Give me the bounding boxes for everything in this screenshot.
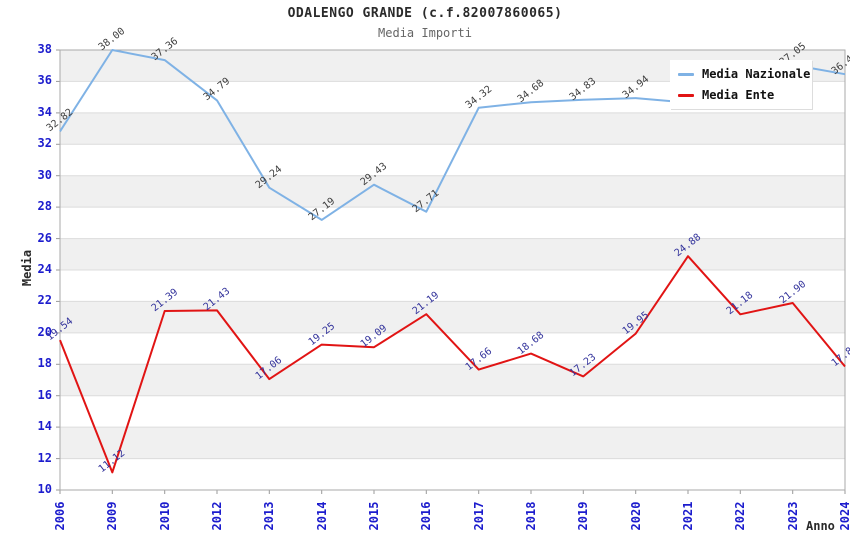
y-tick-label: 24 — [37, 262, 52, 276]
y-tick-label: 12 — [37, 450, 52, 465]
legend-label: Media Nazionale — [702, 67, 811, 81]
plot-band — [60, 301, 845, 333]
x-tick-label: 2006 — [53, 501, 67, 531]
plot-band — [60, 238, 845, 270]
y-tick-label: 34 — [37, 104, 52, 119]
x-tick-label: 2020 — [628, 501, 643, 531]
y-tick-label: 36 — [37, 73, 52, 88]
blue-line-swatch-icon — [678, 72, 694, 76]
legend-item-media-nazionale: Media Nazionale — [678, 67, 810, 81]
series-line-1 — [59, 255, 846, 474]
y-tick-label: 10 — [37, 482, 52, 496]
y-tick-label: 14 — [37, 419, 52, 434]
x-tick-label: 2015 — [367, 501, 381, 531]
x-tick-label: 2013 — [262, 501, 277, 531]
y-tick-label: 26 — [37, 230, 52, 245]
x-tick-label: 2009 — [105, 501, 120, 531]
legend: Media Nazionale Media Ente — [670, 60, 812, 109]
x-axis-title: Anno — [806, 519, 835, 533]
y-tick-label: 18 — [37, 356, 52, 371]
x-tick-label: 2017 — [471, 501, 486, 531]
y-tick-label: 32 — [37, 136, 52, 151]
x-tick-label: 2010 — [157, 501, 172, 531]
x-tick-label: 2022 — [733, 501, 748, 531]
red-line-swatch-icon — [678, 93, 694, 97]
x-tick-label: 2018 — [524, 501, 538, 531]
plot-band — [60, 364, 845, 396]
y-tick-label: 22 — [37, 293, 52, 308]
y-tick-label: 20 — [37, 324, 52, 339]
legend-label: Media Ente — [702, 88, 775, 102]
plot-band — [60, 112, 845, 145]
y-tick-label: 16 — [37, 387, 52, 402]
x-tick-label: 2014 — [314, 501, 329, 531]
plot-band — [60, 175, 845, 208]
y-tick-label: 30 — [37, 167, 52, 182]
y-tick-label: 28 — [37, 199, 52, 214]
plot-border — [59, 49, 846, 491]
chart-title: ODALENGO GRANDE (c.f.82007860065) — [287, 6, 563, 21]
legend-item-media-ente: Media Ente — [678, 88, 804, 102]
x-tick-label: 2023 — [785, 501, 800, 531]
x-tick-label: 2021 — [681, 501, 695, 531]
plot-band — [60, 427, 845, 459]
y-tick-label: 38 — [37, 42, 52, 56]
x-tick-label: 2019 — [576, 501, 591, 531]
x-tick-label: 2024 — [838, 501, 850, 531]
x-tick-label: 2016 — [419, 501, 434, 531]
x-tick-label: 2012 — [210, 501, 224, 531]
chart-subtitle: Media Importi — [378, 26, 472, 40]
